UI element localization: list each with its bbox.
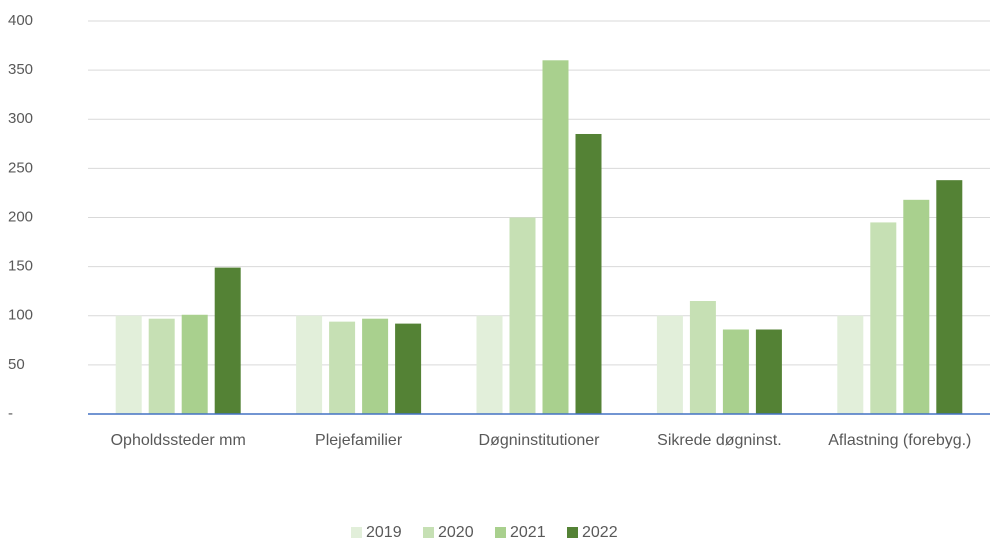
bar: [936, 180, 963, 414]
legend-swatch: [423, 527, 434, 538]
y-tick-label: 250: [8, 159, 33, 176]
bar: [214, 267, 241, 414]
bar: [395, 323, 422, 414]
bar: [181, 314, 208, 414]
x-tick-label: Opholdssteder mm: [111, 432, 246, 449]
bar: [903, 199, 930, 414]
bar: [722, 329, 749, 414]
bar: [476, 315, 503, 414]
y-tick-label: 150: [8, 258, 33, 275]
legend-label: 2020: [438, 524, 474, 541]
bar: [575, 133, 602, 415]
x-tick-label: Døgninstitutioner: [479, 432, 601, 449]
x-tick-label: Aflastning (forebyg.): [828, 432, 971, 449]
y-tick-label: 100: [8, 307, 33, 324]
legend-swatch: [567, 527, 578, 538]
bar: [362, 318, 389, 414]
bar: [689, 301, 716, 414]
bar: [755, 329, 782, 414]
legend-label: 2022: [582, 524, 618, 541]
legend-label: 2021: [510, 524, 546, 541]
y-tick-label: 350: [8, 61, 33, 78]
bar: [656, 315, 683, 414]
bar: [329, 321, 356, 414]
legend-swatch: [351, 527, 362, 538]
y-tick-label: -: [8, 405, 13, 422]
y-tick-label: 50: [8, 356, 25, 373]
y-tick-label: 200: [8, 208, 33, 225]
bar: [148, 318, 175, 414]
x-tick-label: Plejefamilier: [315, 432, 403, 449]
legend-label: 2019: [366, 524, 402, 541]
y-tick-label: 400: [8, 12, 33, 29]
bar: [296, 315, 323, 414]
bar: [509, 217, 536, 414]
bar: [837, 315, 864, 414]
bar: [115, 315, 142, 414]
bar: [870, 222, 897, 414]
legend-swatch: [495, 527, 506, 538]
bar: [542, 60, 569, 415]
x-tick-label: Sikrede døgninst.: [657, 432, 782, 449]
y-tick-label: 300: [8, 110, 33, 127]
